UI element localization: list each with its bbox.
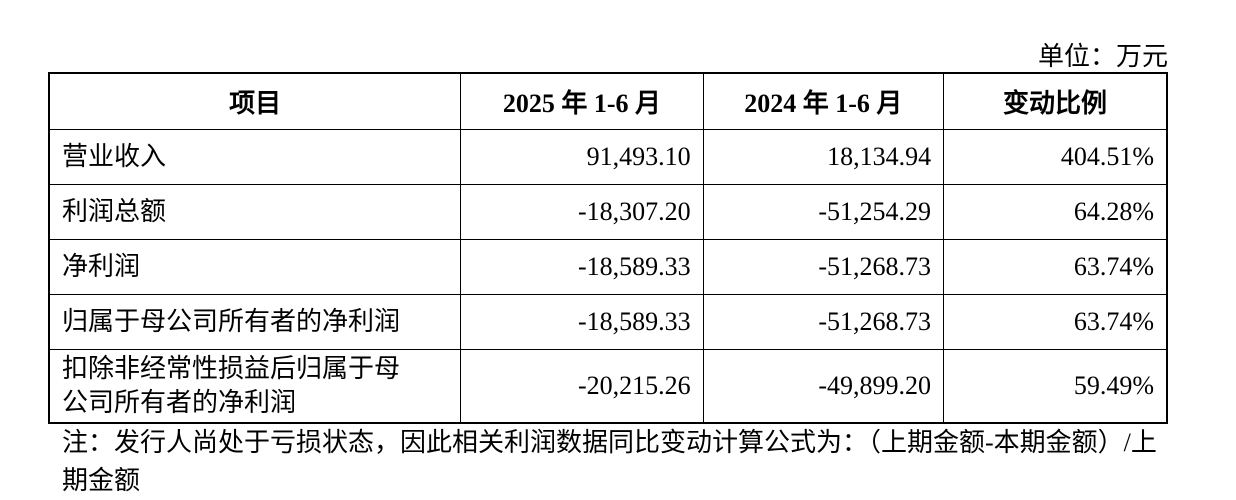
row-label: 利润总额 (48, 184, 462, 240)
header-cell: 项目 (48, 72, 462, 130)
cell: -18,589.33 (460, 239, 704, 295)
row-label: 扣除非经常性损益后归属于母公司所有者的净利润 (62, 354, 401, 417)
cell: -51,268.73 (702, 294, 945, 350)
cell: 18,134.94 (702, 129, 945, 185)
cell: -51,268.73 (702, 239, 945, 295)
header-cell: 2024 年 1-6 月 (702, 72, 945, 130)
cell: 63.74% (943, 294, 1168, 350)
row: 扣除非经常性损益后归属于母公司所有者的净利润 -20,215.26 -49,89… (48, 349, 1168, 424)
footnote: 注：发行人尚处于亏损状态，因此相关利润数据同比变动计算公式为：（上期金额-本期金… (62, 428, 1157, 495)
row-label: 营业收入 (48, 129, 462, 185)
data-table: 项目 2025 年 1-6 月 2024 年 1-6 月 变动比例 营业收入 9… (48, 72, 1168, 424)
cell: 91,493.10 (460, 129, 704, 185)
cell: -20,215.26 (460, 349, 704, 424)
row-label-cell: 扣除非经常性损益后归属于母公司所有者的净利润 (48, 349, 462, 424)
cell: 64.28% (943, 184, 1168, 240)
row: 营业收入 91,493.10 18,134.94 404.51% (48, 129, 1168, 185)
row: 净利润 -18,589.33 -51,268.73 63.74% (48, 239, 1168, 295)
cell: -18,589.33 (460, 294, 704, 350)
header-row: 项目 2025 年 1-6 月 2024 年 1-6 月 变动比例 (48, 72, 1168, 130)
row-label: 归属于母公司所有者的净利润 (48, 294, 462, 350)
row-label: 净利润 (48, 239, 462, 295)
cell: -18,307.20 (460, 184, 704, 240)
unit-label: 单位：万元 (1037, 42, 1168, 71)
row: 利润总额 -18,307.20 -51,254.29 64.28% (48, 184, 1168, 240)
header-cell: 2025 年 1-6 月 (460, 72, 704, 130)
cell: 404.51% (943, 129, 1168, 185)
header-cell: 变动比例 (943, 72, 1168, 130)
row: 归属于母公司所有者的净利润 -18,589.33 -51,268.73 63.7… (48, 294, 1168, 350)
cell: 59.49% (943, 349, 1168, 424)
cell: -51,254.29 (702, 184, 945, 240)
cell: 63.74% (943, 239, 1168, 295)
cell: -49,899.20 (702, 349, 945, 424)
